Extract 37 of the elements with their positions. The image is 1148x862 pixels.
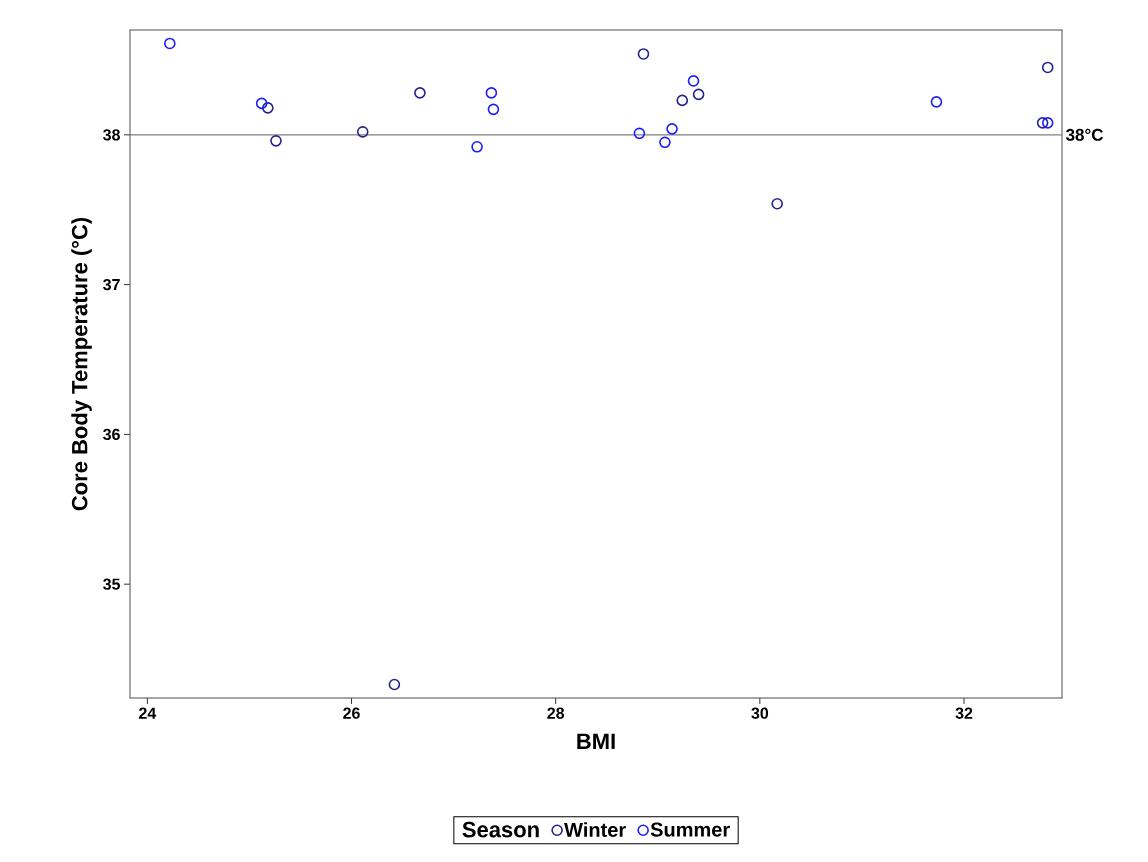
point bbox=[692, 88, 705, 101]
x-axis-title: BMI bbox=[577, 733, 615, 749]
point bbox=[687, 75, 700, 87]
point bbox=[487, 103, 500, 116]
x-tick-label: 32 bbox=[955, 707, 973, 719]
x-tick-label: 30 bbox=[751, 707, 769, 719]
x-tick-label: 28 bbox=[547, 707, 565, 719]
point bbox=[388, 678, 401, 691]
point bbox=[676, 94, 689, 107]
y-tick-label: 36 bbox=[103, 428, 120, 441]
x-tick-label: 24 bbox=[139, 707, 157, 719]
point bbox=[659, 136, 671, 149]
point bbox=[637, 48, 650, 60]
y-tick-label: 37 bbox=[103, 278, 120, 291]
point bbox=[633, 127, 646, 140]
y-axis-title: Core Body Temperature (°C) bbox=[71, 217, 92, 511]
point bbox=[262, 102, 274, 114]
point bbox=[1041, 117, 1054, 129]
legend-label: Summer bbox=[650, 822, 730, 837]
point bbox=[1036, 117, 1049, 129]
point bbox=[164, 37, 176, 50]
y-tick-label: 38 bbox=[103, 129, 120, 141]
point bbox=[1041, 61, 1054, 74]
point bbox=[930, 96, 943, 108]
ref-line-label: 38°C bbox=[1065, 128, 1104, 141]
point bbox=[255, 97, 268, 110]
legend-title: Season bbox=[462, 821, 539, 838]
point bbox=[356, 126, 369, 138]
point bbox=[485, 87, 498, 99]
x-tick-label: 26 bbox=[343, 707, 360, 719]
y-tick-label: 35 bbox=[103, 578, 121, 590]
point bbox=[270, 135, 282, 147]
point bbox=[471, 141, 483, 153]
point bbox=[771, 197, 783, 210]
legend-label: Winter bbox=[564, 822, 626, 837]
point bbox=[666, 123, 678, 135]
point bbox=[414, 87, 426, 99]
